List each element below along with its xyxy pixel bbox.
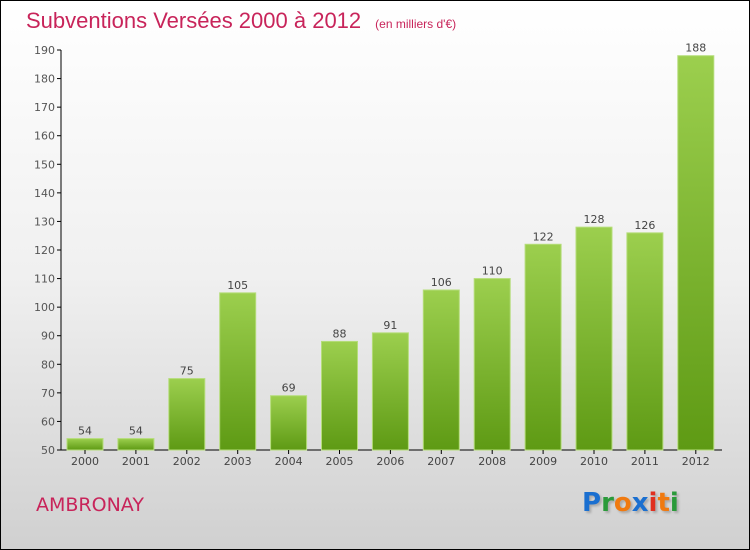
y-tick-label: 110 [34,273,55,286]
chart-title: Subventions Versées 2000 à 2012 [26,8,362,33]
bar-value-label: 91 [383,319,397,332]
x-tick-label: 2006 [376,455,404,468]
bar [422,289,460,451]
y-tick-label: 160 [34,130,55,143]
bar [66,438,104,451]
x-tick-label: 2012 [682,455,710,468]
y-tick-label: 80 [41,358,55,371]
bar [219,292,257,451]
y-tick-label: 180 [34,73,55,86]
bar-value-label: 54 [78,425,92,438]
bar [270,395,308,451]
bar-value-label: 188 [685,42,706,55]
bar-value-label: 75 [180,365,194,378]
bar [168,378,206,451]
x-tick-label: 2003 [224,455,252,468]
x-tick-label: 2010 [580,455,608,468]
bar-value-label: 88 [333,327,347,340]
y-tick-label: 130 [34,215,55,228]
x-tick-label: 2007 [427,455,455,468]
x-tick-label: 2000 [71,455,99,468]
x-tick-label: 2009 [529,455,557,468]
logo-letter: t [657,488,670,518]
y-tick-label: 140 [34,187,55,200]
bar-value-label: 122 [533,230,554,243]
logo-letter: P [582,488,602,518]
logo-letter: i [669,488,679,518]
chart-header: Subventions Versées 2000 à 2012 (en mill… [26,8,456,34]
bar [321,340,358,451]
proxiti-logo: Proxiti [582,488,679,518]
y-tick-label: 50 [41,444,55,457]
x-tick-label: 2004 [275,455,303,468]
chart-unit: (en milliers d'€) [375,17,457,31]
bar-value-label: 126 [634,219,655,232]
x-tick-label: 2008 [478,455,506,468]
y-tick-label: 70 [41,387,55,400]
logo-letter: r [601,488,614,518]
bar-value-label: 106 [431,276,452,289]
bar-value-label: 128 [584,213,605,226]
bar-value-label: 105 [227,279,248,292]
bar-value-label: 69 [282,382,296,395]
y-tick-label: 90 [41,330,55,343]
y-tick-label: 170 [34,101,55,114]
bar [371,332,409,451]
bar [117,438,155,451]
bar-value-label: 54 [129,425,143,438]
y-tick-label: 60 [41,415,55,428]
y-tick-label: 150 [34,158,55,171]
bar [626,232,664,451]
y-tick-label: 100 [34,301,55,314]
x-tick-label: 2011 [631,455,659,468]
y-tick-label: 120 [34,244,55,257]
y-tick-label: 190 [34,44,55,57]
logo-letter: x [631,488,649,518]
bar [575,226,613,451]
x-tick-label: 2001 [122,455,150,468]
x-tick-label: 2005 [326,455,354,468]
x-tick-label: 2002 [173,455,201,468]
bar [473,278,511,451]
commune-name: AMBRONAY [36,494,144,516]
bar [524,243,562,451]
bar [677,55,715,451]
logo-letter: o [613,488,632,518]
bar-value-label: 110 [482,265,503,278]
logo-letter: i [648,488,658,518]
